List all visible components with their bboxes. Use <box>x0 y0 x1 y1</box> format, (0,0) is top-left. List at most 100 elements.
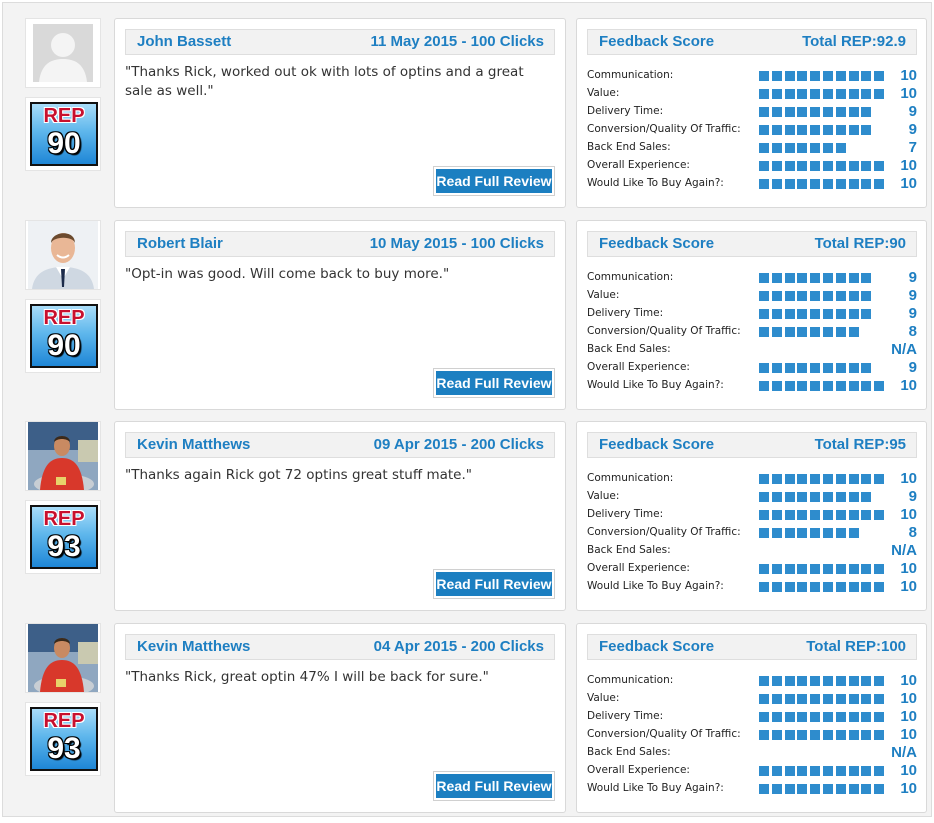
feedback-header: Feedback Score Total REP:95 <box>587 432 917 458</box>
rep-badge: REP 93 <box>25 500 101 574</box>
score-segment <box>835 107 846 117</box>
score-segment <box>797 694 808 704</box>
metric-row: Value: 9 <box>587 287 917 305</box>
review-date-clicks: 04 Apr 2015 - 200 Clicks <box>373 638 544 655</box>
metric-label: Communication: <box>587 674 674 686</box>
reviewer-name[interactable]: Kevin Matthews <box>137 436 251 453</box>
score-segment <box>861 730 872 740</box>
reviewer-name[interactable]: John Bassett <box>137 33 232 50</box>
metric-label: Communication: <box>587 472 674 484</box>
metric-label: Conversion/Quality Of Traffic: <box>587 728 741 740</box>
metric-label: Overall Experience: <box>587 159 690 171</box>
score-segment <box>823 492 833 502</box>
score-segment <box>810 291 821 301</box>
avatar[interactable] <box>25 18 101 88</box>
score-segment <box>861 179 872 189</box>
read-full-review-button[interactable]: Read Full Review <box>433 368 555 398</box>
score-segment <box>848 363 859 373</box>
score-segment <box>771 89 782 99</box>
feedback-header: Feedback Score Total REP:90 <box>587 231 917 257</box>
metric-score: 9 <box>908 287 917 304</box>
score-segment <box>861 694 872 704</box>
score-segment <box>784 143 795 153</box>
score-segment <box>823 474 833 484</box>
metric-row: Would Like To Buy Again?: 10 <box>587 377 917 395</box>
reviewer-name[interactable]: Kevin Matthews <box>137 638 251 655</box>
metric-score: 8 <box>908 323 917 340</box>
score-segment <box>874 712 885 722</box>
review-header: Robert Blair 10 May 2015 - 100 Clicks <box>125 231 555 257</box>
metric-score: 10 <box>900 690 917 707</box>
review-quote: "Thanks Rick, worked out ok with lots of… <box>125 64 524 99</box>
score-segment <box>784 676 795 686</box>
score-segment <box>759 327 769 337</box>
score-segment <box>771 381 782 391</box>
metric-score: N/A <box>891 542 917 559</box>
score-segment <box>771 766 782 776</box>
rep-value: 93 <box>47 530 81 563</box>
score-segment <box>810 676 821 686</box>
score-segment <box>874 381 885 391</box>
score-segment <box>797 582 808 592</box>
score-segment <box>784 125 795 135</box>
metric-label: Delivery Time: <box>587 508 664 520</box>
score-segment <box>823 71 833 81</box>
avatar[interactable] <box>25 421 101 491</box>
reviewer-name[interactable]: Robert Blair <box>137 235 223 252</box>
score-segment <box>861 712 872 722</box>
metric-label: Overall Experience: <box>587 361 690 373</box>
score-segment <box>823 327 833 337</box>
feedback-header: Feedback Score Total REP:92.9 <box>587 29 917 55</box>
score-segment <box>759 291 769 301</box>
metric-row: Overall Experience: 10 <box>587 560 917 578</box>
avatar[interactable] <box>25 623 101 693</box>
avatar[interactable] <box>25 220 101 290</box>
score-segment <box>848 510 859 520</box>
score-segment <box>759 107 769 117</box>
score-segment <box>784 474 795 484</box>
score-segment <box>810 730 821 740</box>
feedback-score-card: Feedback Score Total REP:92.9 Communicatio… <box>576 18 927 208</box>
score-segment <box>810 161 821 171</box>
score-segment <box>759 143 769 153</box>
score-segment <box>861 381 872 391</box>
score-segment <box>784 784 795 794</box>
metric-row: Communication: 10 <box>587 67 917 85</box>
score-segment <box>797 89 808 99</box>
metric-row: Back End Sales: N/A <box>587 542 917 560</box>
score-segment <box>848 712 859 722</box>
rep-badge-inner: REP 90 <box>30 304 98 368</box>
review-row: REP 90 John Bassett 11 May 2015 - 100 Click… <box>3 3 933 208</box>
score-segment <box>784 381 795 391</box>
score-segment <box>848 582 859 592</box>
score-segment <box>771 291 782 301</box>
score-segment <box>835 309 846 319</box>
review-date-clicks: 10 May 2015 - 100 Clicks <box>369 235 544 252</box>
score-segment <box>861 766 872 776</box>
score-segment <box>784 564 795 574</box>
metric-row: Conversion/Quality Of Traffic: 9 <box>587 121 917 139</box>
score-segment <box>810 363 821 373</box>
metrics-list: Communication: 10 Value: 9 Delivery Time: 10 C… <box>587 470 917 596</box>
read-full-review-button[interactable]: Read Full Review <box>433 771 555 801</box>
score-segment <box>759 510 769 520</box>
score-segment <box>835 89 846 99</box>
score-segment <box>797 309 808 319</box>
review-row: REP 93 Kevin Matthews 09 Apr 2015 - 200 Cli… <box>3 406 933 611</box>
metric-score: 10 <box>900 578 917 595</box>
feedback-title: Feedback Score <box>599 436 715 453</box>
read-full-review-button[interactable]: Read Full Review <box>433 166 555 196</box>
score-segment <box>823 784 833 794</box>
score-segment <box>848 528 859 538</box>
score-segment <box>823 510 833 520</box>
rep-badge-inner: REP 93 <box>30 707 98 771</box>
score-segment <box>810 784 821 794</box>
metric-score: 10 <box>900 560 917 577</box>
metrics-list: Communication: 10 Value: 10 Delivery Time: 9 C… <box>587 67 917 193</box>
score-segment <box>861 784 872 794</box>
score-segment <box>759 564 769 574</box>
read-full-review-button[interactable]: Read Full Review <box>433 569 555 599</box>
score-segment <box>797 107 808 117</box>
metric-score: 10 <box>900 506 917 523</box>
score-segment <box>861 309 872 319</box>
